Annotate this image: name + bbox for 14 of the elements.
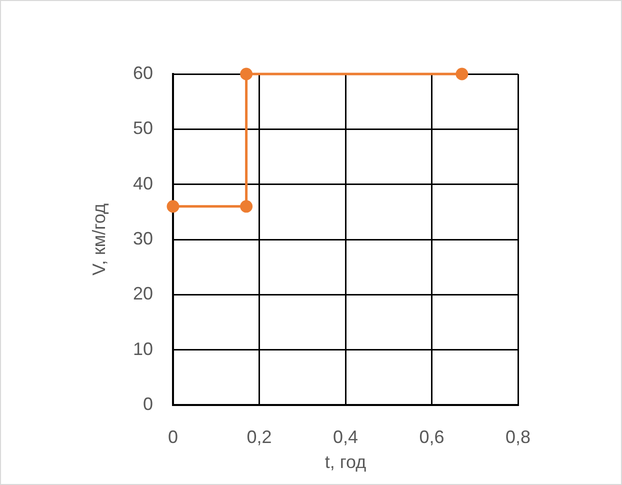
y-tick-label: 20: [132, 284, 153, 304]
x-tick-label: 0,8: [505, 426, 531, 447]
y-axis-title: V, км/год: [88, 203, 109, 276]
y-tick-label: 10: [132, 338, 153, 359]
x-axis-title: t, год: [324, 452, 367, 472]
y-tick-label: 50: [132, 118, 153, 138]
x-tick-label: 0: [168, 426, 178, 447]
y-tick-label: 0: [142, 394, 153, 414]
y-tick-label: 30: [132, 228, 153, 248]
x-tick-label: 0,6: [419, 426, 444, 447]
x-tick-label: 0,4: [332, 426, 358, 447]
y-tick-label: 40: [132, 173, 153, 194]
y-tick-label: 60: [132, 62, 153, 83]
x-tick-label: 0,2: [246, 426, 272, 447]
